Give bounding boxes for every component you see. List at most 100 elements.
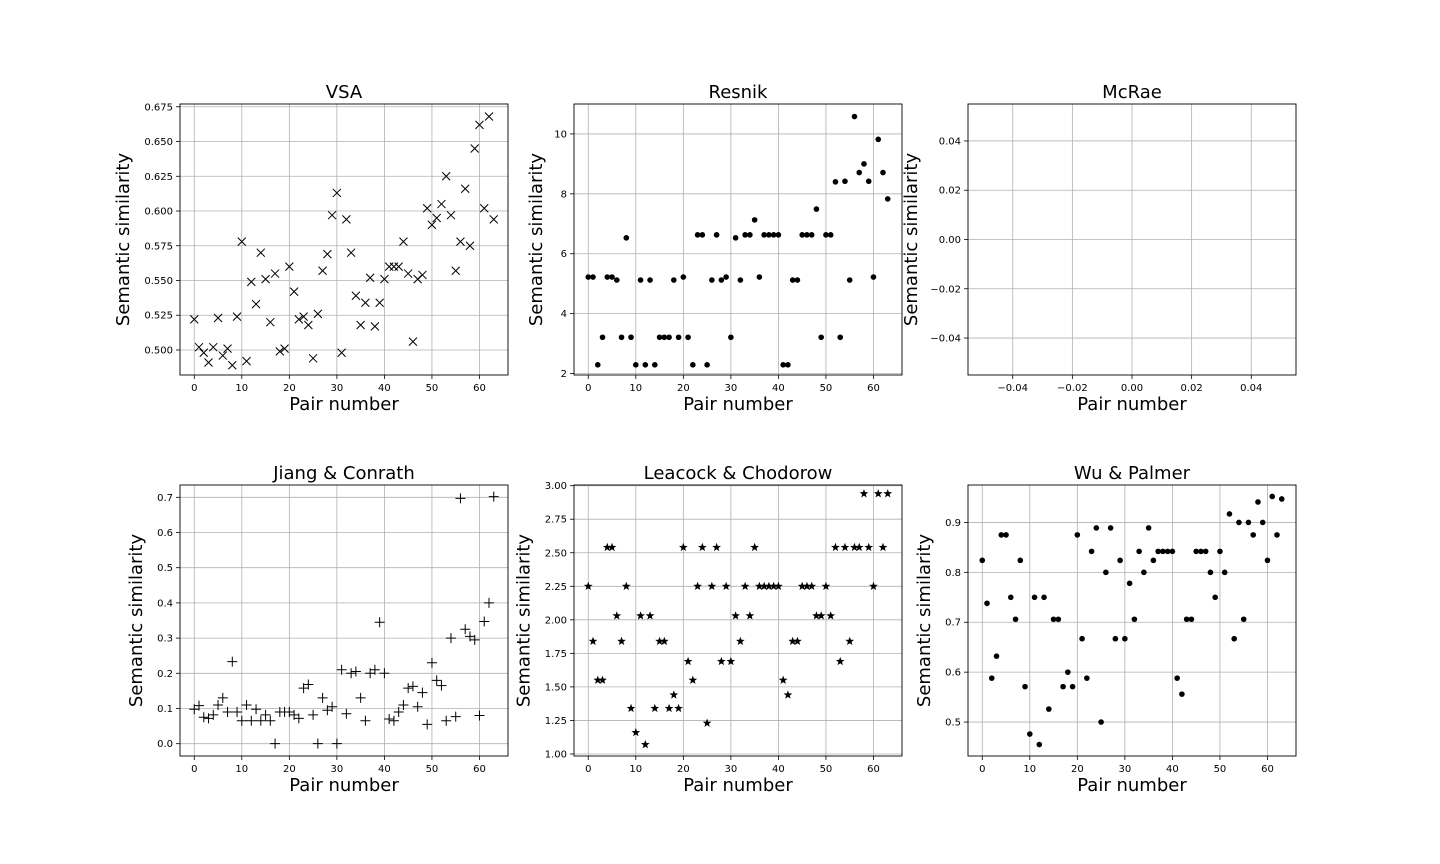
x-tick-label: 40	[772, 764, 785, 775]
x-tick-label: 40	[378, 764, 391, 775]
data-point	[284, 262, 294, 271]
x-tick-label: 20	[677, 383, 690, 394]
y-tick-label: 10	[554, 129, 567, 140]
data-point	[607, 542, 617, 552]
data-point	[1226, 511, 1233, 517]
x-tick-label: 60	[867, 383, 880, 394]
x-tick-label: 10	[235, 383, 248, 394]
data-point	[198, 712, 209, 723]
data-point	[761, 232, 767, 238]
data-point	[613, 277, 620, 283]
data-point	[323, 249, 332, 259]
data-point	[299, 312, 308, 321]
panel-title: Wu & Palmer	[1074, 463, 1191, 484]
data-point	[718, 277, 725, 283]
data-point	[460, 184, 470, 194]
data-point	[1207, 569, 1214, 576]
data-point	[256, 248, 266, 258]
x-tick-label: 0	[191, 383, 197, 394]
data-point	[1065, 669, 1071, 675]
data-point	[880, 169, 886, 176]
data-point	[793, 636, 802, 646]
data-point	[194, 700, 205, 711]
data-point	[308, 709, 319, 720]
data-point	[289, 287, 299, 296]
data-point	[213, 699, 224, 710]
data-point	[813, 206, 820, 212]
data-point	[479, 616, 490, 627]
data-point	[479, 203, 489, 213]
data-markers	[979, 493, 1285, 748]
data-point	[446, 210, 456, 220]
data-point	[1221, 569, 1228, 576]
data-point	[750, 542, 760, 552]
data-point	[327, 701, 338, 712]
data-point	[669, 690, 679, 699]
data-point	[612, 611, 622, 620]
data-point	[593, 675, 603, 684]
y-tick-label: 0.9	[945, 518, 961, 529]
y-tick-label: 1.50	[545, 682, 567, 693]
data-point	[697, 542, 707, 552]
y-tick-label: 0.00	[939, 235, 961, 246]
data-point	[1245, 519, 1252, 526]
data-point	[232, 312, 242, 321]
data-point	[884, 196, 891, 202]
data-point	[270, 269, 280, 278]
y-tick-label: 0.550	[144, 276, 173, 287]
data-point	[489, 214, 499, 224]
y-tick-label: 0.0	[157, 739, 173, 750]
data-point	[217, 692, 228, 703]
data-point	[693, 581, 702, 591]
data-point	[1107, 525, 1114, 531]
x-tick-label: 50	[820, 383, 833, 394]
data-point	[845, 636, 855, 646]
y-tick-label: 0.575	[144, 241, 173, 252]
y-tick-label: 0.500	[144, 345, 173, 356]
y-tick-label: 0.4	[157, 598, 173, 609]
data-point	[380, 274, 389, 284]
data-point	[766, 232, 772, 238]
data-point	[450, 711, 461, 722]
data-point	[664, 703, 674, 713]
data-point	[637, 277, 644, 283]
data-point	[303, 320, 313, 330]
data-point	[661, 334, 668, 341]
data-point	[218, 351, 228, 360]
data-point	[864, 542, 874, 552]
data-point	[445, 633, 456, 644]
data-point	[393, 707, 404, 718]
axes-frame	[967, 484, 1297, 757]
x-tick-label: 30	[1119, 764, 1132, 775]
data-point	[802, 581, 812, 591]
data-point	[636, 611, 645, 620]
data-point	[764, 581, 774, 591]
panel-title: Resnik	[709, 82, 769, 103]
data-point	[671, 277, 677, 283]
x-tick-label: 30	[331, 383, 344, 394]
data-point	[388, 715, 399, 726]
data-point	[356, 320, 365, 330]
data-point	[1278, 496, 1285, 502]
y-tick-label: 0.8	[945, 568, 961, 579]
data-point	[1231, 635, 1238, 642]
data-point	[869, 581, 878, 591]
x-tick-label: 60	[1261, 764, 1274, 775]
data-point	[816, 611, 826, 620]
panel-wu-palmer: 0 10 20 30 40 50 60 0.5 0.6 0.7 0.8 0.9 Wu & Palmer P…	[914, 463, 1297, 796]
y-tick-label: 0.6	[945, 668, 961, 679]
y-tick-label: 0.525	[144, 311, 173, 322]
data-point	[1098, 719, 1104, 725]
x-tick-label: 20	[677, 764, 690, 775]
data-point	[1060, 683, 1066, 690]
data-point	[1103, 569, 1109, 576]
data-point	[260, 709, 271, 720]
data-point	[861, 161, 867, 167]
data-point	[375, 298, 385, 308]
data-point	[360, 715, 371, 726]
data-point	[821, 581, 831, 591]
y-axis-label: Semantic similarity	[526, 153, 547, 327]
panel-mcrae: −0.04 −0.02 0.00 0.02 0.04 −0.04 −0.02 0.00 0.02…	[901, 82, 1297, 415]
data-point	[484, 112, 494, 121]
x-tick-label: 0	[585, 383, 591, 394]
